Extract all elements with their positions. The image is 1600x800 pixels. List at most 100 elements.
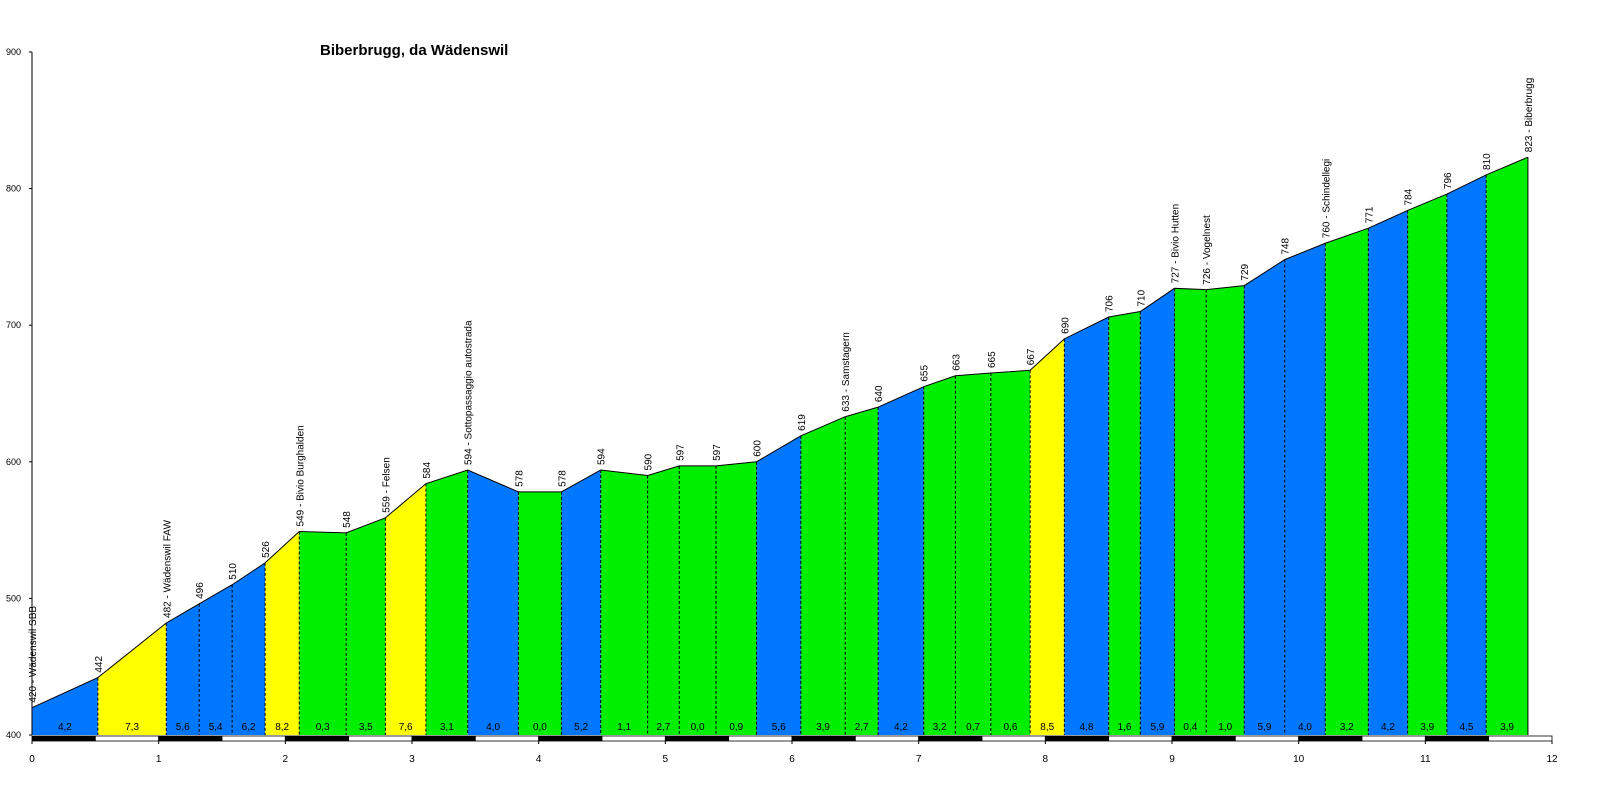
segment-area (647, 465, 680, 735)
elevation-label: 823 - Biberbrugg (1524, 78, 1535, 153)
segment-area (1284, 243, 1326, 736)
x-tick-label: 11 (1420, 754, 1431, 765)
scale-bar-block (1298, 735, 1363, 742)
segment-area (199, 584, 233, 735)
gradient-label: 7,3 (125, 722, 139, 733)
distance-scale-bar (31, 735, 1553, 742)
x-tick-label: 12 (1546, 754, 1558, 765)
gradient-label: 0,0 (691, 722, 705, 733)
y-tick-label: 900 (6, 47, 21, 57)
segment-dividers (97, 157, 1529, 735)
gradient-label: 0,0 (533, 722, 547, 733)
gradient-label: 6,2 (242, 722, 256, 733)
gradient-label: 5,9 (1258, 722, 1272, 733)
elevation-label: 420 - Wädenswil SBB (28, 606, 39, 703)
segment-area (800, 416, 846, 735)
elevation-label: 710 (1136, 289, 1147, 306)
elevation-label: 729 (1240, 263, 1251, 280)
x-tick-label: 10 (1293, 754, 1305, 765)
x-tick-label: 7 (916, 754, 922, 765)
scale-bar-block (1044, 735, 1110, 742)
segment-area (679, 465, 716, 735)
elevation-label: 482 - Wädenswil FAW (162, 519, 173, 618)
chart-title: Biberbrugg, da Wädenswil (320, 42, 508, 59)
gradient-label: 0,4 (1183, 722, 1197, 733)
gradient-label: 3,1 (440, 722, 454, 733)
segment-area (600, 469, 648, 735)
elevation-label: 690 (1060, 317, 1071, 334)
gradient-label: 7,6 (399, 722, 413, 733)
profile-line (31, 156, 1529, 709)
scale-bar-block (1108, 735, 1173, 742)
scale-bar-block (474, 735, 540, 742)
gradient-label: 4,8 (1080, 722, 1094, 733)
gradient-label: 1,0 (1218, 722, 1232, 733)
segment-area (878, 386, 924, 735)
segment-area (385, 483, 426, 735)
scale-bar-block (1488, 735, 1553, 742)
gradient-label: 5,4 (209, 722, 223, 733)
segment-area (1030, 338, 1065, 735)
gradient-label: 0,6 (1004, 722, 1018, 733)
scale-bar-block (664, 735, 730, 742)
gradient-label: 0,9 (729, 722, 743, 733)
elevation-label: 784 (1404, 188, 1415, 205)
elevation-label: 727 - Bivio Hutten (1171, 204, 1182, 284)
elevation-label: 584 (422, 462, 433, 479)
x-tick-label: 8 (1043, 754, 1049, 765)
gradient-label: 1,1 (617, 722, 631, 733)
segment-area (425, 469, 468, 735)
gradient-label: 4,0 (1298, 722, 1312, 733)
scale-bar-block (284, 735, 350, 742)
scale-bar-block (1171, 735, 1236, 742)
gradient-label: 5,6 (772, 722, 786, 733)
gradient-label: 2,7 (855, 722, 869, 733)
elevation-label: 665 (987, 351, 998, 368)
segment-area (716, 461, 757, 735)
elevation-label: 559 - Felsen (381, 457, 392, 513)
gradient-label: 0,3 (316, 722, 330, 733)
x-tick-label: 5 (663, 754, 669, 765)
x-tick-label: 1 (156, 754, 162, 765)
gradient-label: 3,9 (1500, 722, 1514, 733)
segment-area (518, 491, 562, 735)
segment-area (1244, 259, 1285, 735)
gradient-label: 3,9 (1420, 722, 1434, 733)
segment-area (1140, 288, 1175, 735)
gradient-label: 1,6 (1118, 722, 1132, 733)
segment-area (1368, 210, 1408, 735)
gradient-label: 5,6 (176, 722, 190, 733)
gradient-label: 5,9 (1150, 722, 1164, 733)
gradient-labels: 4,2 7,3 5,6 5,4 6,2 8,2 0,3 3,5 7,6 3,1 4,0 0,0 5,2 1… (58, 722, 1514, 733)
profile-outline (31, 156, 1529, 709)
segment-area (1064, 317, 1109, 735)
elevation-label: 548 (342, 511, 353, 528)
scale-bar-block (411, 735, 476, 742)
scale-bar-block (1234, 735, 1300, 742)
segment-area (467, 469, 519, 735)
segment-area (756, 435, 801, 735)
gradient-label: 0,7 (966, 722, 980, 733)
elevation-label: 706 (1105, 295, 1116, 312)
scale-bar-block (94, 735, 160, 742)
elevation-label: 594 - Sottopassaggio autostrada (464, 320, 475, 465)
elevation-label: 578 (514, 470, 525, 487)
gradient-label: 4,2 (58, 722, 72, 733)
y-tick-label: 500 (6, 593, 21, 603)
elevation-label: 640 (874, 385, 885, 402)
x-tick-label: 6 (789, 754, 795, 765)
segment-area (845, 407, 879, 735)
gradient-label: 8,5 (1040, 722, 1054, 733)
elevation-label: 810 (1482, 153, 1493, 170)
gradient-label: 4,0 (486, 722, 500, 733)
gradient-label: 3,2 (933, 722, 947, 733)
elevation-label: 726 - Vogelnest (1202, 215, 1213, 285)
scale-bar-block (601, 735, 666, 742)
elevation-label: 633 - Samstagern (841, 332, 852, 412)
y-tick-label: 400 (6, 730, 21, 740)
gradient-label: 4,2 (1381, 722, 1395, 733)
gradient-label: 3,2 (1340, 722, 1354, 733)
elevation-label: 663 (951, 354, 962, 371)
segment-area (1206, 285, 1245, 735)
